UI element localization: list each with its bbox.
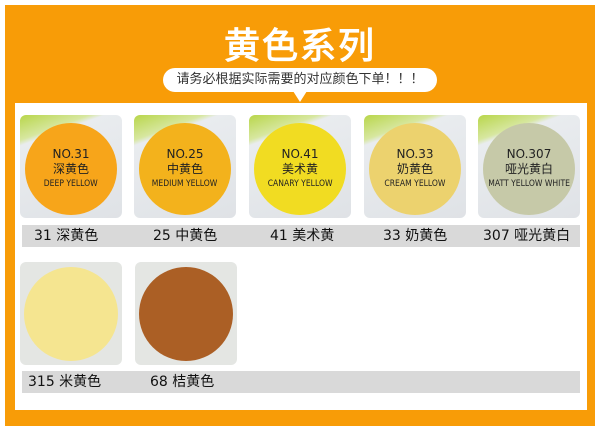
swatch-no-text: NO.31 — [52, 147, 90, 161]
color-swatch-disc — [24, 267, 118, 361]
color-swatch-tile[interactable]: NO.33 奶黄色 CREAM YELLOW — [364, 115, 466, 218]
swatch-cn-text: 中黄色 — [166, 162, 203, 176]
swatch-en-text: CANARY YELLOW — [267, 179, 333, 189]
page-title: 黄色系列 — [223, 26, 376, 67]
swatch-label: 33 奶黄色 — [383, 228, 448, 244]
color-swatch-tile[interactable]: NO.307 哑光黄白 MATT YELLOW WHITE — [478, 115, 580, 218]
swatch-no-text: NO.25 — [166, 147, 204, 161]
color-swatch-tile[interactable]: NO.25 中黄色 MEDIUM YELLOW — [134, 115, 236, 218]
swatch-en-text: DEEP YELLOW — [44, 179, 98, 189]
swatch-label: 41 美术黄 — [270, 228, 335, 244]
label-bar-row-2: 315 米黄色 68 桔黄色 — [22, 371, 580, 393]
swatch-label: 68 桔黄色 — [150, 374, 215, 390]
color-swatch-disc: NO.307 哑光黄白 MATT YELLOW WHITE — [483, 123, 575, 215]
swatch-no-text: NO.33 — [396, 147, 434, 161]
swatch-no-text: NO.41 — [281, 147, 319, 161]
swatch-cn-text: 哑光黄白 — [504, 162, 553, 176]
color-swatch-tile[interactable] — [20, 262, 122, 365]
label-bar-row-1: 31 深黄色 25 中黄色 41 美术黄 33 奶黄色 307 哑光黄白 — [22, 225, 580, 247]
swatch-label: 25 中黄色 — [153, 228, 218, 244]
swatch-en-text: CREAM YELLOW — [384, 179, 446, 189]
swatch-cn-text: 深黄色 — [52, 162, 89, 176]
color-swatch-disc — [139, 267, 233, 361]
swatch-label: 31 深黄色 — [34, 228, 99, 244]
notice-bubble: 请务必根据实际需要的对应颜色下单！！！ — [163, 68, 437, 102]
color-swatch-disc: NO.31 深黄色 DEEP YELLOW — [25, 123, 117, 215]
swatch-no-text: NO.307 — [506, 147, 552, 161]
swatch-en-text: MATT YELLOW WHITE — [488, 179, 570, 189]
color-swatch-disc: NO.33 奶黄色 CREAM YELLOW — [369, 123, 461, 215]
color-swatch-tile[interactable] — [135, 262, 237, 365]
color-swatch-disc: NO.25 中黄色 MEDIUM YELLOW — [139, 123, 231, 215]
swatch-label: 307 哑光黄白 — [483, 228, 571, 244]
swatch-cn-text: 美术黄 — [281, 162, 318, 176]
color-swatch-tile[interactable]: NO.31 深黄色 DEEP YELLOW — [20, 115, 122, 218]
swatch-en-text: MEDIUM YELLOW — [152, 179, 218, 189]
swatch-label: 315 米黄色 — [28, 374, 102, 390]
color-swatch-tile[interactable]: NO.41 美术黄 CANARY YELLOW — [249, 115, 351, 218]
color-swatch-disc: NO.41 美术黄 CANARY YELLOW — [254, 123, 346, 215]
swatch-cn-text: 奶黄色 — [396, 162, 433, 176]
